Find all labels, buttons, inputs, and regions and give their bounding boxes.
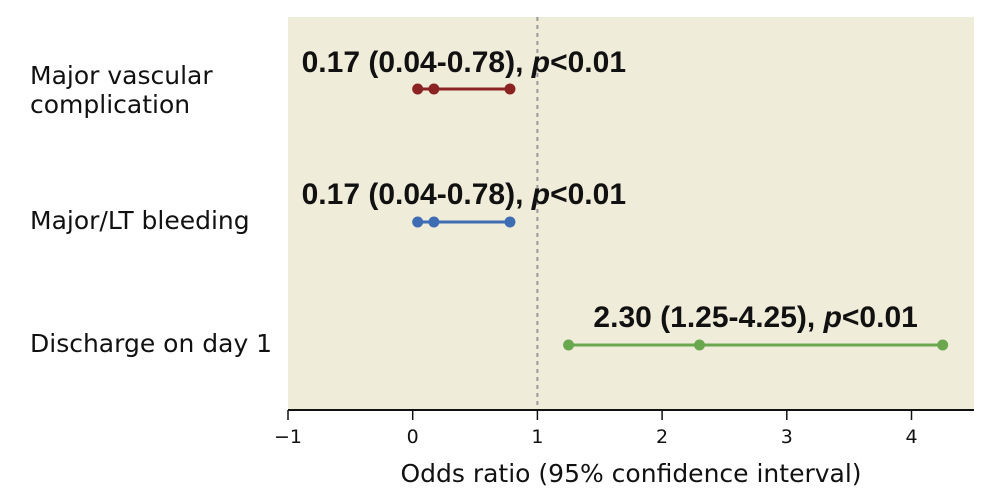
odds-ratio-point [428, 216, 440, 228]
row-label-line: Discharge on day 1 [30, 329, 272, 358]
forest-row: Discharge on day 1 2.30 (1.25-4.25), p<0.… [30, 301, 949, 358]
forest-row: Major/LT bleeding 0.17 (0.04-0.78), p<0.0… [30, 178, 626, 235]
x-axis: −1 0 1 2 3 4 Odds ratio (95% confidence inter… [274, 409, 974, 488]
x-tick-label: 0 [407, 426, 419, 448]
annotation-value: 0.17 (0.04-0.78), [302, 178, 532, 211]
ci-low-point [412, 216, 424, 228]
row-label: Major/LT bleeding [30, 206, 250, 235]
chart-rows: Major vascular complication 0.17 (0.04-0.7… [30, 46, 949, 358]
x-tick-label: −1 [274, 426, 302, 448]
annotation-p-symbol: p [823, 301, 842, 334]
x-tick-label: 3 [781, 426, 793, 448]
odds-ratio-annotation: 0.17 (0.04-0.78), p<0.01 [302, 46, 626, 79]
x-tick-label: 2 [656, 426, 668, 448]
annotation-value: 0.17 (0.04-0.78), [302, 46, 532, 79]
odds-ratio-annotation: 0.17 (0.04-0.78), p<0.01 [302, 178, 626, 211]
annotation-p-value: <0.01 [550, 178, 626, 211]
ci-low-point [563, 339, 575, 351]
annotation-p-value: <0.01 [842, 301, 918, 334]
x-axis-title: Odds ratio (95% confidence interval) [400, 459, 861, 488]
annotation-p-symbol: p [531, 178, 550, 211]
x-tick-label: 4 [905, 426, 917, 448]
row-label: Major vascular complication [30, 61, 213, 119]
forest-row: Major vascular complication 0.17 (0.04-0.7… [30, 46, 626, 119]
ci-high-point [504, 83, 516, 95]
row-label-line: complication [30, 90, 190, 119]
row-label-line: Major vascular [30, 61, 213, 90]
odds-ratio-annotation: 2.30 (1.25-4.25), p<0.01 [593, 301, 917, 334]
ci-high-point [504, 216, 516, 228]
annotation-value: 2.30 (1.25-4.25), [593, 301, 823, 334]
odds-ratio-point [428, 83, 440, 95]
x-tick-label: 1 [531, 426, 543, 448]
ci-low-point [412, 83, 424, 95]
odds-ratio-point [694, 339, 706, 351]
annotation-p-symbol: p [531, 46, 550, 79]
row-label: Discharge on day 1 [30, 329, 272, 358]
row-label-line: Major/LT bleeding [30, 206, 250, 235]
ci-high-point [937, 339, 949, 351]
annotation-p-value: <0.01 [550, 46, 626, 79]
x-axis-ticks: −1 0 1 2 3 4 [274, 410, 918, 448]
